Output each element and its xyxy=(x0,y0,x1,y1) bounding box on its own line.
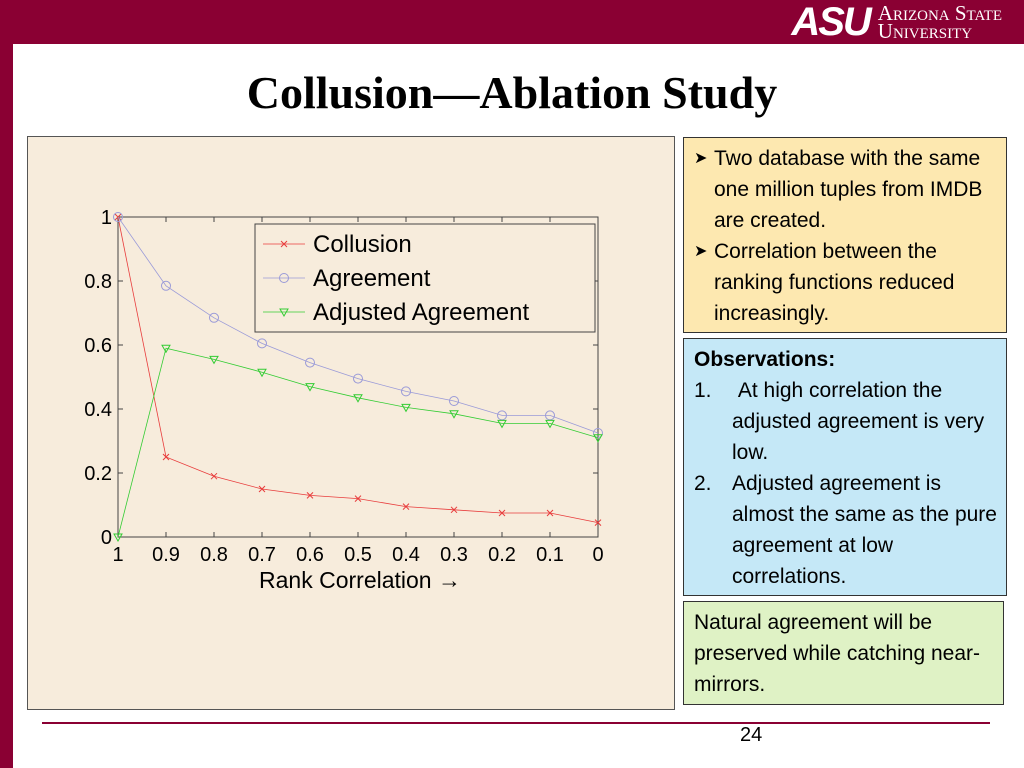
x-tick-label: 0.9 xyxy=(152,544,180,566)
top-band xyxy=(0,0,1024,44)
y-tick-label: 0.8 xyxy=(84,271,112,293)
observation-text-1: At high correlation the adjusted agreeme… xyxy=(732,379,990,464)
data-point xyxy=(209,355,219,365)
data-point xyxy=(257,368,267,378)
data-point xyxy=(258,485,266,493)
data-point xyxy=(210,472,218,480)
logo-text: Arizona State University xyxy=(877,1,1002,43)
chart-panel: 0 0.2 0.4 0.6 0.8 1 1 0.9 0.8 0.7 0.6 0.5 0.4 0.3 0.2 0… xyxy=(27,136,675,710)
data-point xyxy=(353,394,363,403)
data-point xyxy=(113,212,123,222)
x-tick-label: 0.3 xyxy=(440,544,468,566)
legend-box xyxy=(254,223,596,333)
y-tick-label: 0 xyxy=(101,527,112,549)
info-bullet-1-text: Two database with the same one million t… xyxy=(714,147,983,232)
data-point xyxy=(305,357,315,368)
legend-label: Agreement xyxy=(313,265,431,292)
data-point xyxy=(279,273,289,283)
data-point xyxy=(161,280,171,291)
y-tick-label: 0.4 xyxy=(84,399,112,421)
data-point xyxy=(257,338,267,349)
x-tick-label: 0.7 xyxy=(248,544,276,566)
x-tick-label: 0.6 xyxy=(296,544,324,566)
data-point xyxy=(449,396,459,406)
arrow-bullet-icon: ➤ xyxy=(694,150,708,167)
data-point xyxy=(498,509,506,517)
y-tick-label: 1 xyxy=(101,207,112,229)
arrow-bullet-icon: ➤ xyxy=(694,243,708,260)
observation-number-1: 1. xyxy=(694,379,712,402)
data-point xyxy=(354,495,362,502)
data-point xyxy=(161,344,171,354)
data-point xyxy=(545,419,555,429)
logo-line-2: University xyxy=(877,19,973,43)
logo-line-1: Arizona State xyxy=(877,1,1002,25)
x-tick-label: 0.2 xyxy=(488,544,516,566)
slide-title: Collusion—Ablation Study xyxy=(246,67,778,118)
data-point xyxy=(401,386,411,397)
logo-mark: ASU xyxy=(791,0,871,44)
observation-number-2: 2. xyxy=(694,472,712,495)
legend-label: Adjusted Agreement xyxy=(313,299,529,326)
series-line-agreement xyxy=(117,216,599,434)
observations-title: Observations: xyxy=(694,348,836,371)
x-tick-label: 0.5 xyxy=(344,544,372,566)
x-tick-label: 0 xyxy=(592,544,603,566)
x-tick-label: 1 xyxy=(112,544,123,566)
data-point xyxy=(497,419,507,429)
observation-item-2: 2. Adjusted agreement is almost the same… xyxy=(694,468,998,592)
x-tick-label: 0.8 xyxy=(200,544,228,566)
line-chart: 0 0.2 0.4 0.6 0.8 1 1 0.9 0.8 0.7 0.6 0.5 0.4 0.3 0.2 0… xyxy=(84,207,603,593)
bottom-rule xyxy=(42,722,990,724)
x-tick-label: 0.4 xyxy=(392,544,420,566)
left-band xyxy=(0,0,13,768)
observation-text-2: Adjusted agreement is almost the same as… xyxy=(732,472,997,588)
observations-box: Observations: 1. At high correlation the… xyxy=(683,338,1007,596)
data-point xyxy=(305,383,315,392)
info-bullet-1: ➤ Two database with the same one million… xyxy=(694,143,998,236)
y-tick-label: 0.6 xyxy=(84,335,112,357)
data-point xyxy=(401,403,411,413)
data-point xyxy=(280,240,288,248)
data-point xyxy=(209,312,219,323)
x-tick-label: 0.1 xyxy=(536,544,564,566)
data-point xyxy=(449,410,459,419)
data-point xyxy=(402,503,410,510)
data-point xyxy=(279,308,289,318)
page-number: 24 xyxy=(740,724,763,746)
legend-label: Collusion xyxy=(313,231,412,258)
data-point xyxy=(594,519,602,526)
data-point xyxy=(593,434,603,443)
data-point xyxy=(113,533,123,543)
asu-logo: ASU Arizona State University xyxy=(791,2,1002,42)
y-tick-label: 0.2 xyxy=(84,463,112,485)
data-point xyxy=(353,373,363,384)
conclusion-box: Natural agreement will be preserved whil… xyxy=(683,601,1004,705)
series-line-adjusted-agreement xyxy=(117,347,599,538)
conclusion-text: Natural agreement will be preserved whil… xyxy=(694,611,980,696)
info-bullet-2-text: Correlation between the ranking function… xyxy=(714,240,955,325)
x-axis-label: Rank Correlation → xyxy=(259,567,461,593)
data-point xyxy=(450,506,458,514)
data-point xyxy=(546,509,554,517)
observation-item-1: 1. At high correlation the adjusted agre… xyxy=(694,375,998,468)
data-point xyxy=(162,453,170,461)
data-point xyxy=(306,492,314,499)
info-box: ➤ Two database with the same one million… xyxy=(683,137,1007,333)
info-bullet-2: ➤ Correlation between the ranking functi… xyxy=(694,236,998,329)
